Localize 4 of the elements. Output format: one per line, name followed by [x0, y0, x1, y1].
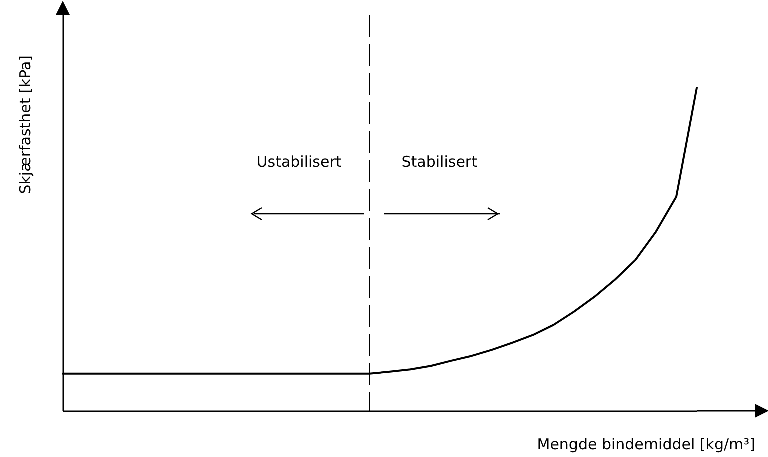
y-axis-title: Skjærfasthet [kPa]: [16, 56, 34, 194]
x-axis-title: Mengde bindemiddel [kg/m³]: [537, 436, 756, 454]
annotation: Ustabilisert: [256, 153, 342, 171]
annotation: Stabilisert: [402, 153, 478, 171]
